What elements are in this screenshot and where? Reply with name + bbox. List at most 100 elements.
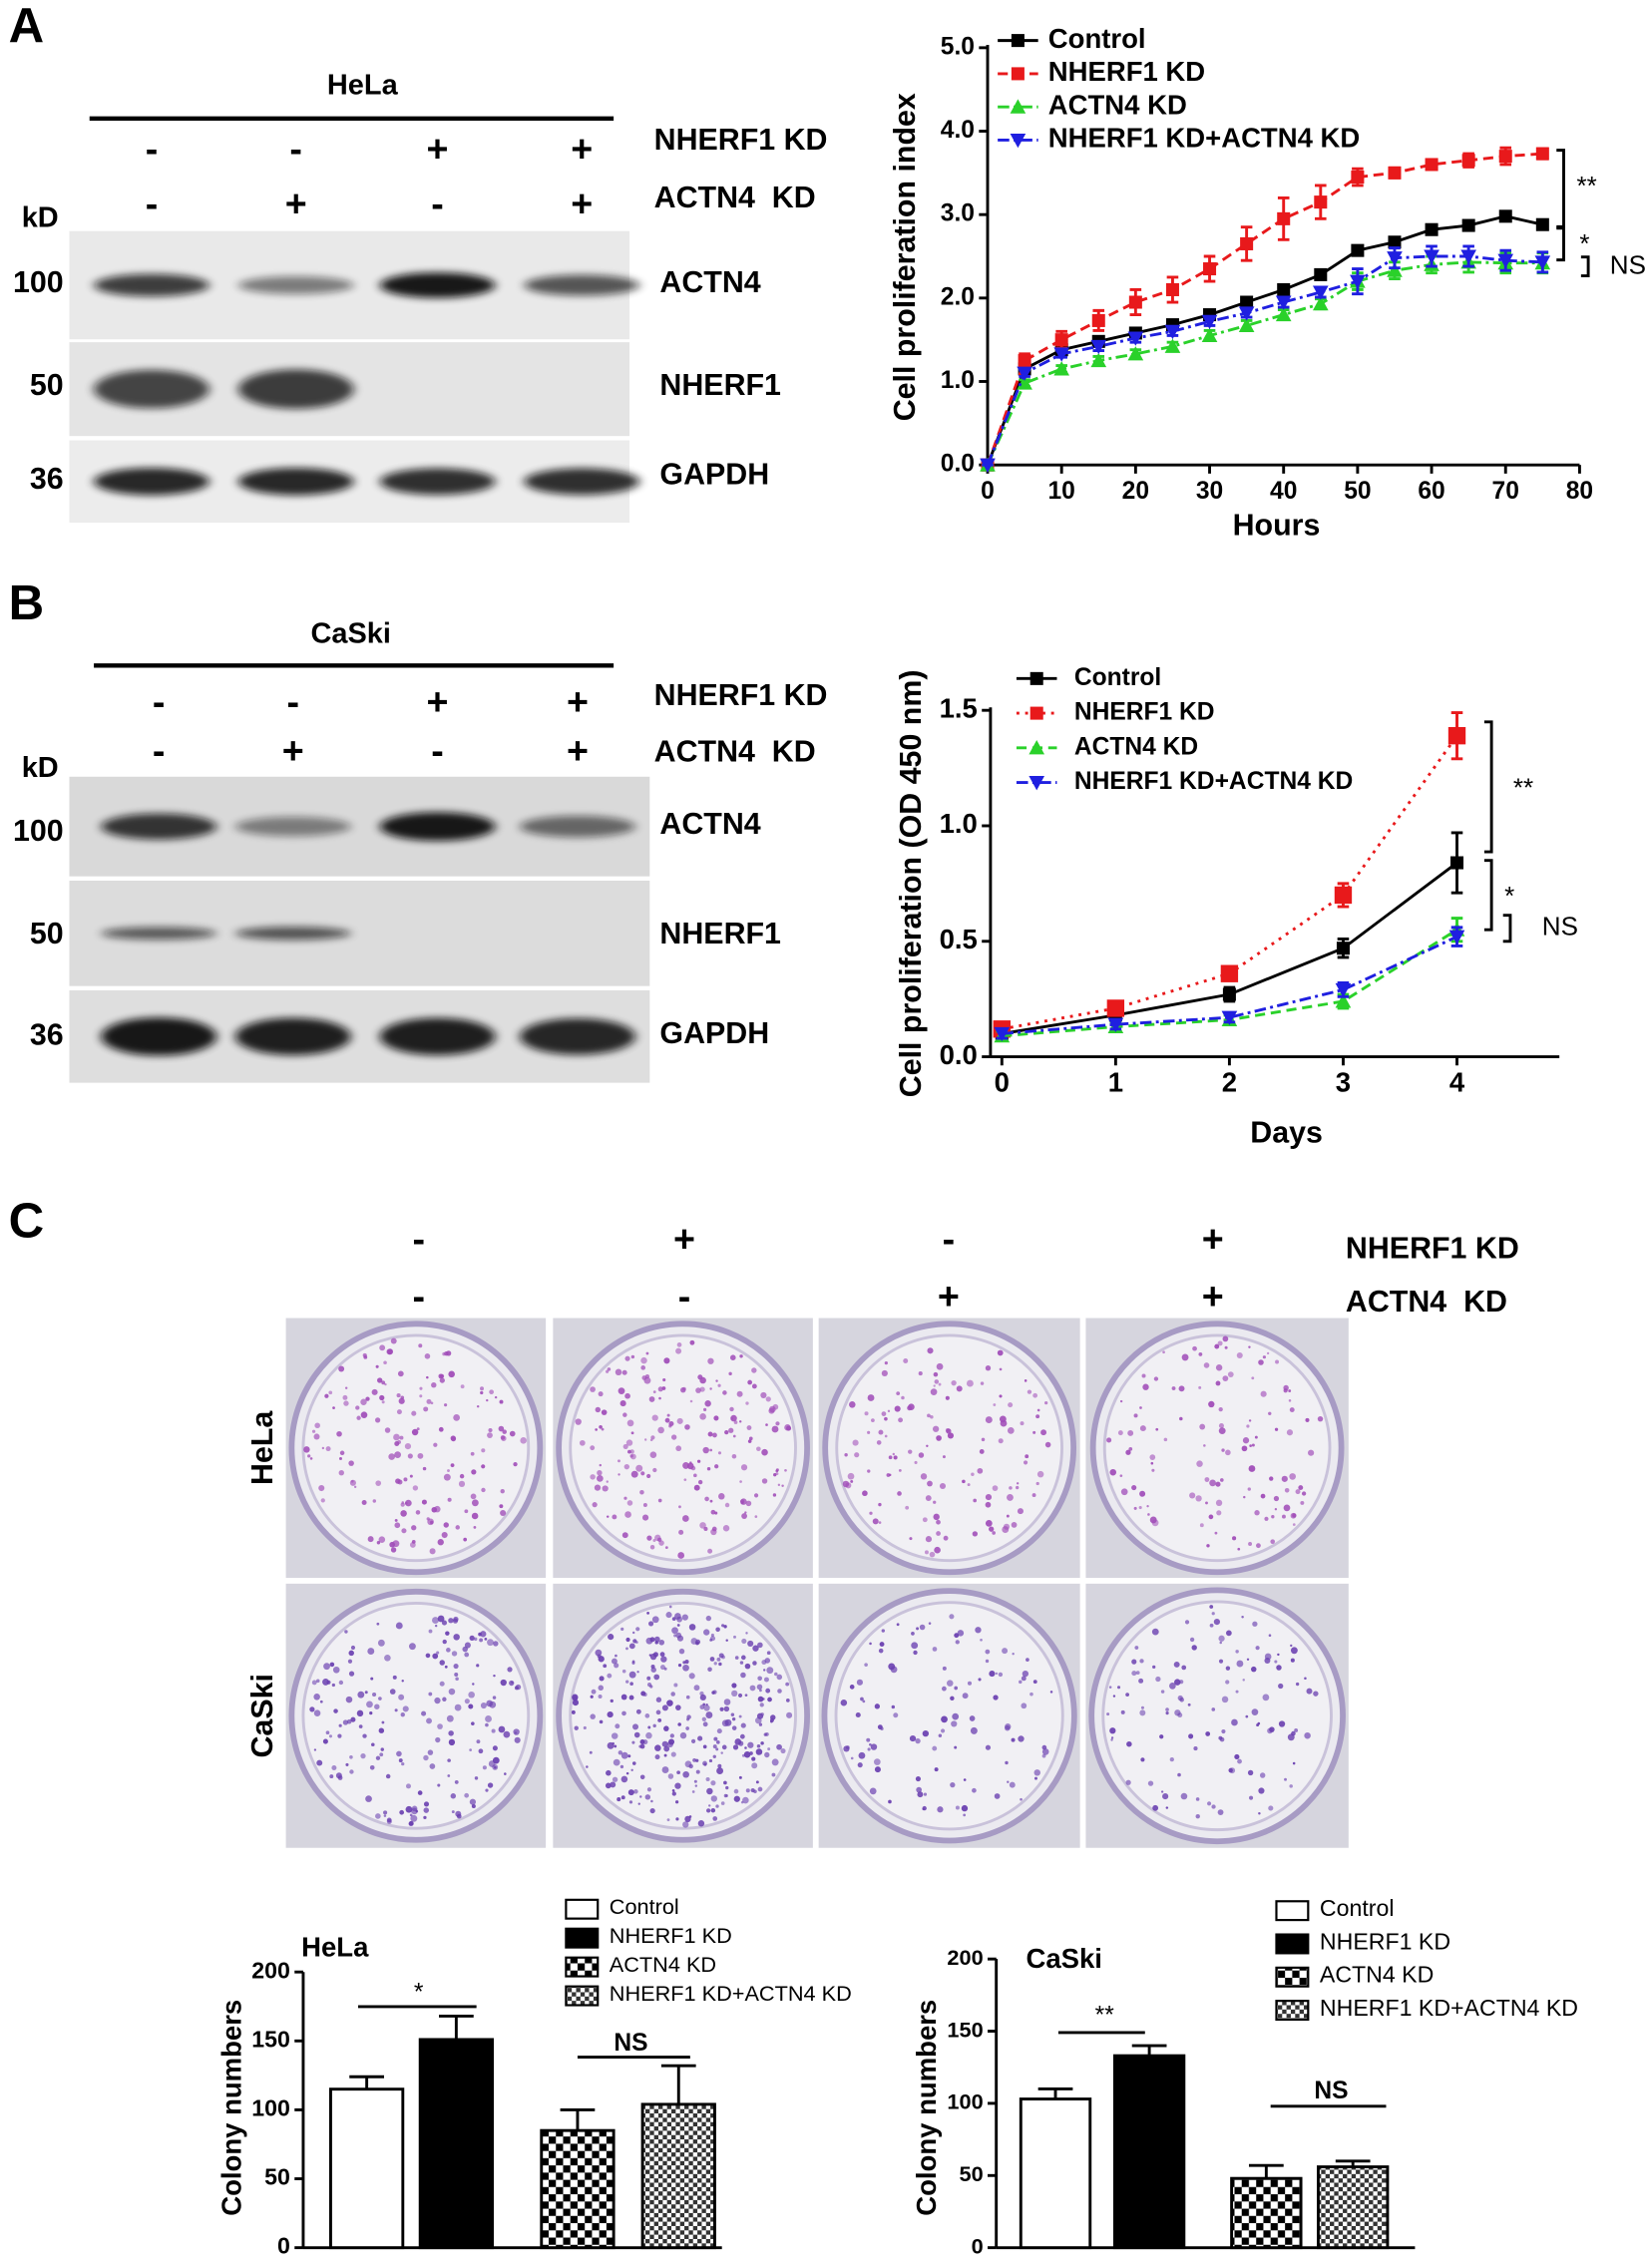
colony-dot <box>1211 1612 1215 1616</box>
condition-label: ACTN4 KD <box>654 735 816 769</box>
colony-dot <box>1209 1605 1214 1609</box>
colony-dot <box>448 1618 454 1624</box>
colony-dot <box>632 1723 639 1730</box>
condition-sign: + <box>282 730 304 772</box>
significance-label: ** <box>1095 2003 1115 2030</box>
colony-dot <box>704 1400 711 1407</box>
legend-label: NHERF1 KD <box>610 1923 732 1948</box>
colony-dot <box>869 1511 873 1515</box>
colony-dot <box>916 1786 922 1793</box>
data-point <box>1312 295 1329 311</box>
colony-dot <box>1290 1658 1295 1663</box>
colony-dot <box>725 1785 729 1790</box>
colony-dot <box>1264 1516 1269 1521</box>
data-point <box>1387 262 1403 277</box>
colony-dot <box>1251 1708 1259 1715</box>
colony-dot <box>314 1422 320 1429</box>
colony-dot <box>1260 1390 1267 1397</box>
colony-dot <box>399 1809 405 1815</box>
legend-label: NHERF1 KD <box>1320 1928 1450 1954</box>
colony-dot <box>491 1728 496 1733</box>
colony-dot <box>611 1732 618 1739</box>
legend-marker <box>1011 67 1025 81</box>
colony-dot <box>515 1684 522 1691</box>
y-tick-label: 1.5 <box>940 692 978 723</box>
colony-dot <box>1237 1758 1242 1764</box>
colony-dot <box>763 1732 767 1736</box>
colony-dot <box>625 1439 633 1446</box>
colony-dot <box>985 1649 991 1655</box>
colony-dot <box>731 1725 737 1730</box>
colony-dot <box>640 1356 647 1364</box>
colony-dot <box>867 1430 871 1434</box>
significance-label: ** <box>1513 773 1533 803</box>
colony-dot <box>878 1648 884 1654</box>
colony-dot <box>963 1813 967 1817</box>
colony-dot <box>732 1744 739 1750</box>
colony-dot <box>478 1748 484 1754</box>
colony-dot <box>920 1473 928 1480</box>
colony-dot <box>745 1401 749 1405</box>
colony-dot <box>660 1656 667 1663</box>
blot-band <box>234 1017 351 1055</box>
colony-dot <box>471 1512 479 1520</box>
colony-dot <box>1142 1383 1149 1390</box>
colony-dot <box>1258 1359 1264 1365</box>
colony-dot <box>579 1439 586 1446</box>
colony-dot <box>705 1615 712 1622</box>
colony-dot <box>474 1776 479 1780</box>
bar <box>540 2128 616 2250</box>
colony-dot <box>744 1663 751 1670</box>
colony-dot <box>1109 1727 1116 1734</box>
colony-dot <box>1236 1352 1243 1359</box>
colony-dot <box>734 1738 742 1745</box>
condition-sign: - <box>678 1276 691 1318</box>
colony-dot <box>1177 1695 1183 1701</box>
colony-dot <box>369 1764 375 1770</box>
colony-dot <box>1258 1811 1261 1815</box>
colony-dot <box>620 1775 628 1783</box>
colony-dot <box>379 1344 386 1351</box>
data-point <box>1461 218 1475 232</box>
colony-dot <box>337 1733 342 1738</box>
colony-dot <box>718 1662 722 1667</box>
colony-dot <box>362 1352 367 1358</box>
colony-dot <box>1274 1508 1278 1511</box>
colony-dot <box>753 1493 759 1498</box>
colony-dot <box>843 1745 850 1752</box>
colony-dot <box>936 1435 942 1441</box>
colony-dot <box>664 1417 670 1423</box>
colony-dot <box>486 1398 489 1402</box>
colony-dot <box>590 1445 596 1451</box>
data-point <box>1127 331 1144 346</box>
colony-dot <box>897 1491 902 1496</box>
colony-dot <box>464 1792 470 1798</box>
colony-dot <box>730 1414 737 1422</box>
colony-dot <box>1266 1351 1270 1355</box>
data-point <box>1335 982 1352 998</box>
colony-dot <box>1007 1780 1010 1783</box>
colony-dot <box>509 1680 515 1687</box>
x-axis-label: Days <box>1250 1116 1323 1150</box>
colony-dot <box>1044 1441 1051 1448</box>
colony-dot <box>1031 1493 1036 1498</box>
colony-dot <box>438 1426 444 1432</box>
colony-dot <box>649 1438 653 1442</box>
data-point <box>1220 964 1239 982</box>
colony-dot <box>336 1430 342 1437</box>
data-point <box>1449 856 1464 870</box>
colony-dot <box>1012 1653 1015 1656</box>
data-point <box>1425 158 1439 172</box>
colony-dot <box>1249 1444 1252 1447</box>
significance-bracket <box>1502 914 1512 944</box>
colony-dot <box>625 1771 629 1775</box>
colony-dot <box>1147 1780 1154 1786</box>
colony-dot <box>924 1550 929 1555</box>
colony-dot <box>1198 1352 1203 1356</box>
colony-dot <box>1250 1666 1257 1673</box>
colony-dot <box>1262 1694 1270 1701</box>
colony-dot <box>707 1667 712 1673</box>
plate-inner <box>835 1333 1063 1563</box>
colony-dot <box>674 1800 679 1804</box>
colony-dot <box>881 1629 886 1633</box>
